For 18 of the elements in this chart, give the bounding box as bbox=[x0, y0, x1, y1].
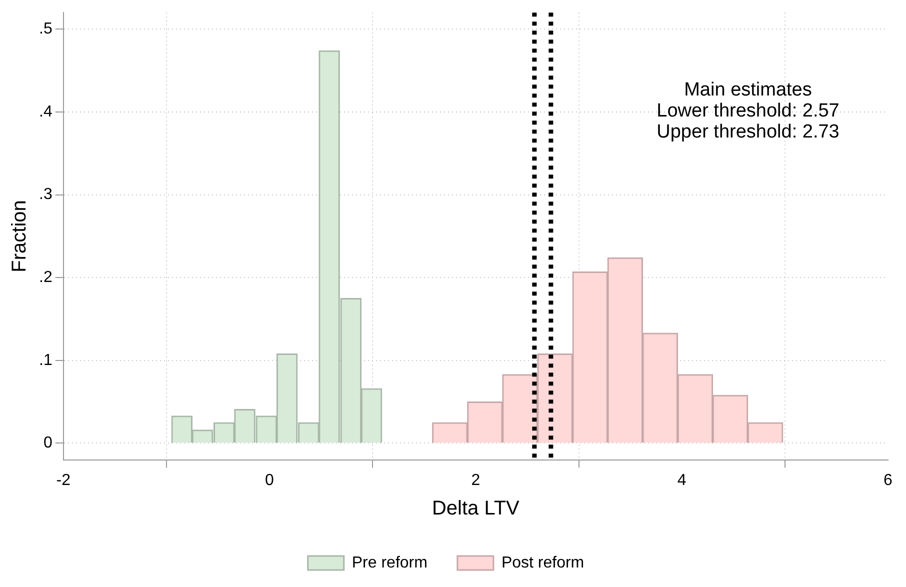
annotation: Main estimates bbox=[684, 79, 812, 100]
legend-label: Post reform bbox=[501, 554, 584, 572]
y-tick-label: .2 bbox=[39, 269, 52, 286]
y-tick-label: .4 bbox=[39, 103, 52, 120]
y-tick-label: .3 bbox=[39, 186, 52, 204]
annotation: Lower threshold: 2.57 bbox=[656, 100, 840, 122]
x-tick-label: 0 bbox=[265, 472, 274, 489]
x-axis-title: Delta LTV bbox=[432, 498, 520, 520]
x-tick-label: 2 bbox=[471, 472, 480, 489]
y-tick-label: .1 bbox=[39, 352, 52, 369]
x-tick-label: 4 bbox=[677, 472, 686, 489]
x-tick-label: -2 bbox=[56, 472, 71, 489]
y-tick-label: .5 bbox=[39, 20, 52, 38]
y-tick-label: 0 bbox=[43, 434, 52, 452]
x-tick-label: 6 bbox=[884, 472, 893, 489]
legend-label: Pre reform bbox=[352, 554, 428, 572]
y-axis-title: Fraction bbox=[8, 200, 31, 272]
annotation: Upper threshold: 2.73 bbox=[656, 121, 840, 142]
